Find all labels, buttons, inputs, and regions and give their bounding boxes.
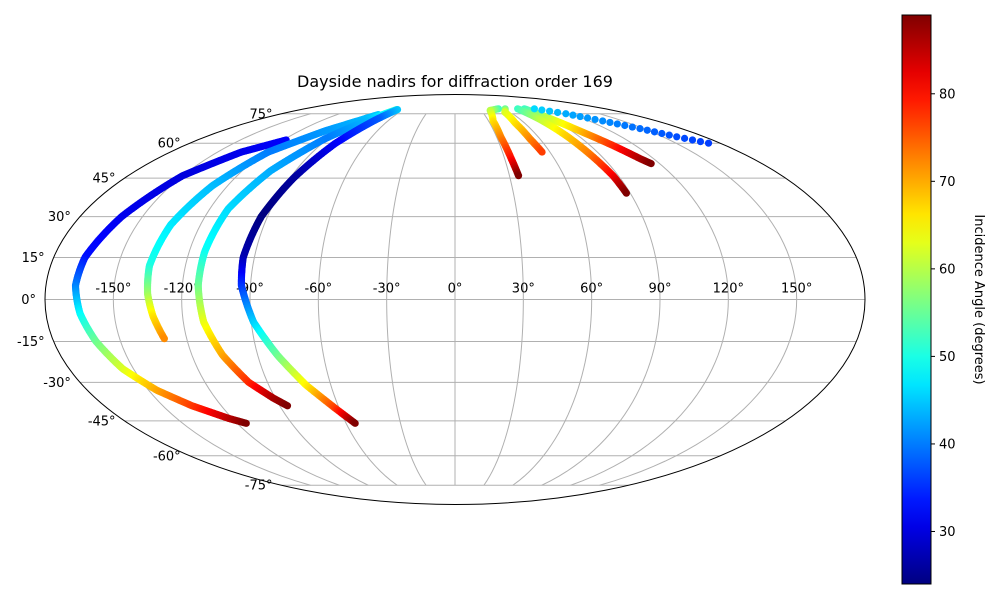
colorbar-tick-label: 30 xyxy=(939,525,956,540)
longitude-tick-label: 120° xyxy=(713,282,744,297)
longitude-tick-labels: -150° -120° -90° -60° -30° 0° 30° 60° 90° 120° 150… xyxy=(95,282,812,297)
data-point xyxy=(351,419,359,427)
longitude-tick-label: -30° xyxy=(373,282,401,297)
data-point xyxy=(514,172,523,180)
longitude-tick-label: -120° xyxy=(164,282,200,297)
nadir-track-7 xyxy=(520,105,655,168)
longitude-tick-label: 150° xyxy=(781,282,812,297)
data-point xyxy=(665,131,673,139)
data-point xyxy=(658,129,666,138)
data-point xyxy=(622,189,630,197)
data-point xyxy=(283,402,292,410)
colorbar-tick-label: 60 xyxy=(939,262,956,277)
colorbar-gradient xyxy=(901,14,932,585)
latitude-tick-label: 30° xyxy=(48,210,71,225)
data-point xyxy=(673,133,681,141)
longitude-tick-label: -60° xyxy=(304,282,332,297)
nadir-track-9 xyxy=(530,105,713,147)
data-point xyxy=(242,419,250,427)
data-point xyxy=(680,134,689,142)
latitude-tick-label: -75° xyxy=(245,479,273,494)
nadir-track-4 xyxy=(237,105,402,427)
latitude-tick-labels: -75° -60° -45° -30° -15° 0° 15° 30° 45° 60° 75° xyxy=(17,107,273,493)
colorbar-label: Incidence Angle (degrees) xyxy=(971,214,986,384)
data-point xyxy=(160,335,168,343)
data-point xyxy=(591,115,599,124)
data-point xyxy=(583,114,592,122)
latitude-tick-label: 60° xyxy=(158,137,181,152)
data-point xyxy=(576,112,584,121)
latitude-tick-label: 75° xyxy=(249,107,272,122)
colorbar-tick-label: 80 xyxy=(939,87,956,102)
chart-title: Dayside nadirs for diffraction order 169 xyxy=(297,72,613,91)
data-point xyxy=(628,123,636,131)
nadir-track-6 xyxy=(501,105,546,156)
longitude-tick-label: 0° xyxy=(448,282,463,297)
data-point xyxy=(647,160,655,168)
data-point xyxy=(696,137,705,146)
longitude-tick-label: 60° xyxy=(580,282,603,297)
latitude-tick-label: -45° xyxy=(88,414,116,429)
map-boundary xyxy=(44,94,866,505)
data-point xyxy=(562,110,570,118)
longitude-tick-label: 30° xyxy=(512,282,535,297)
latitude-tick-label: 0° xyxy=(21,293,36,308)
colorbar-tick-label: 70 xyxy=(939,175,956,190)
latitude-tick-label: 15° xyxy=(22,251,45,266)
data-point xyxy=(650,128,659,136)
data-point xyxy=(643,126,651,134)
nadir-track-8 xyxy=(514,105,630,197)
data-point xyxy=(554,108,562,117)
data-point xyxy=(636,125,644,133)
graticule xyxy=(45,113,865,486)
nadir-track-1 xyxy=(71,136,290,427)
colorbar-tick-label: 40 xyxy=(939,437,956,452)
data-point xyxy=(621,121,629,130)
colorbar: 30 40 50 60 70 80 Incidence Angle (degrees) xyxy=(901,14,986,585)
colorbar-tick-label: 50 xyxy=(939,350,956,365)
data-point xyxy=(546,107,554,115)
data-point xyxy=(599,117,607,125)
data-point xyxy=(538,106,546,114)
latitude-tick-label: 45° xyxy=(93,172,116,187)
longitude-tick-label: 90° xyxy=(648,282,671,297)
nadir-track-5 xyxy=(486,105,523,180)
data-point xyxy=(613,120,621,128)
data-point xyxy=(704,139,713,147)
longitude-tick-label: -150° xyxy=(95,282,131,297)
data-points xyxy=(71,105,713,427)
data-point xyxy=(606,118,614,127)
data-point xyxy=(530,105,538,113)
latitude-tick-label: -15° xyxy=(17,335,45,350)
latitude-tick-label: -30° xyxy=(43,376,71,391)
data-point xyxy=(538,148,546,156)
data-point xyxy=(569,111,577,119)
data-point xyxy=(688,136,697,144)
colorbar-ticks: 30 40 50 60 70 80 xyxy=(931,87,956,540)
latitude-tick-label: -60° xyxy=(153,449,181,464)
